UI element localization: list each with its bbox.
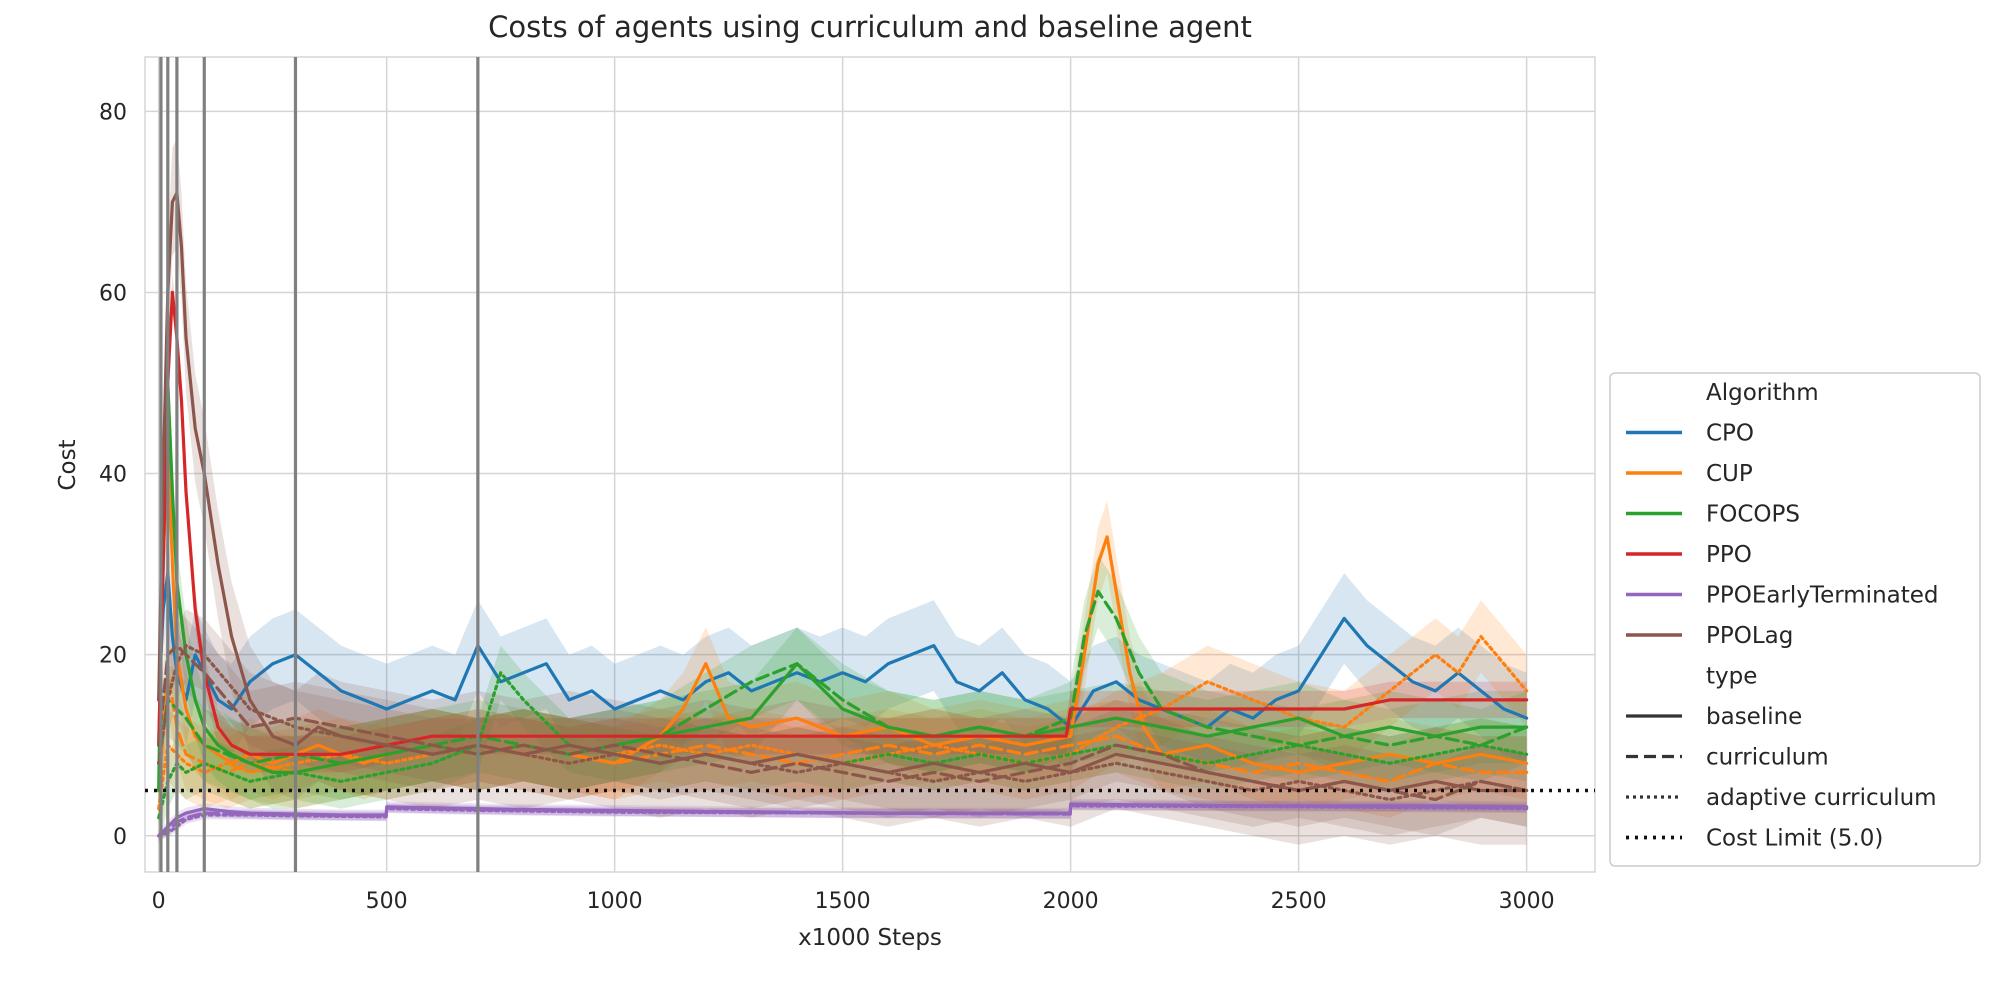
axis-ticks: 0 500 1000 1500 2000 2500 3000 0 20 40 60 80 [99,100,1555,914]
band-ppoearlyterminated-adaptive-curriculum [158,801,1527,841]
legend-label-curriculum: curriculum [1706,745,1829,771]
x-tick-label: 2000 [1043,889,1099,914]
legend-label-ppo: PPO [1706,542,1752,568]
legend-label-ppolag: PPOLag [1706,623,1793,649]
band-focops-baseline [158,346,1527,827]
x-tick-label: 1000 [587,889,643,914]
legend-label-adaptive-curriculum: adaptive curriculum [1706,785,1937,811]
series-ppolag-curriculum [157,643,1529,802]
band-cpo-baseline [158,527,1527,773]
band-focops-adaptive-curriculum [158,645,1527,845]
series-lines [157,191,1529,838]
series-focops-curriculum [157,589,1529,765]
legend-label-baseline: baseline [1706,704,1802,730]
legend-title-algorithm: Algorithm [1706,380,1819,406]
x-tick-label: 1500 [815,889,871,914]
chart-title: Costs of agents using curriculum and bas… [488,10,1252,44]
series-ppoearlyterminated-adaptive-curriculum [157,804,1529,838]
legend: Algorithm CPO CUP FOCOPS PPO PPOEarlyTerminat… [1609,372,1981,867]
series-ppolag-adaptive-curriculum [157,643,1529,802]
band-focops-curriculum [158,555,1527,800]
x-tick-label: 2500 [1271,889,1327,914]
x-tick-label: 3000 [1499,889,1555,914]
series-cpo-baseline [157,571,1529,729]
legend-label-cup: CUP [1706,461,1753,487]
legend-label-focops: FOCOPS [1706,502,1800,528]
legend-label-cpo: CPO [1706,421,1754,447]
band-ppolag-curriculum [158,609,1527,836]
y-tick-label: 60 [99,281,127,306]
legend-label-ppoearlyterminated: PPOEarlyTerminated [1706,583,1939,609]
legend-label-cost-limit-5-0-: Cost Limit (5.0) [1706,826,1883,852]
legend-box [1609,372,1981,867]
x-axis-label: x1000 Steps [798,925,942,951]
y-tick-label: 0 [113,825,127,850]
x-tick-label: 0 [152,889,166,914]
band-ppolag-adaptive-curriculum [158,609,1527,836]
band-cup-curriculum [158,636,1527,827]
y-tick-label: 20 [99,644,127,669]
series-ppo-baseline [157,290,1529,756]
legend-title-type: type [1706,664,1757,690]
curriculum-markers [159,57,480,872]
y-tick-label: 80 [99,100,127,125]
series-cup-curriculum [157,671,1529,793]
x-tick-label: 500 [366,889,408,914]
band-cup-adaptive-curriculum [158,600,1527,845]
y-tick-label: 40 [99,463,127,488]
y-axis-label: Cost [55,439,81,490]
